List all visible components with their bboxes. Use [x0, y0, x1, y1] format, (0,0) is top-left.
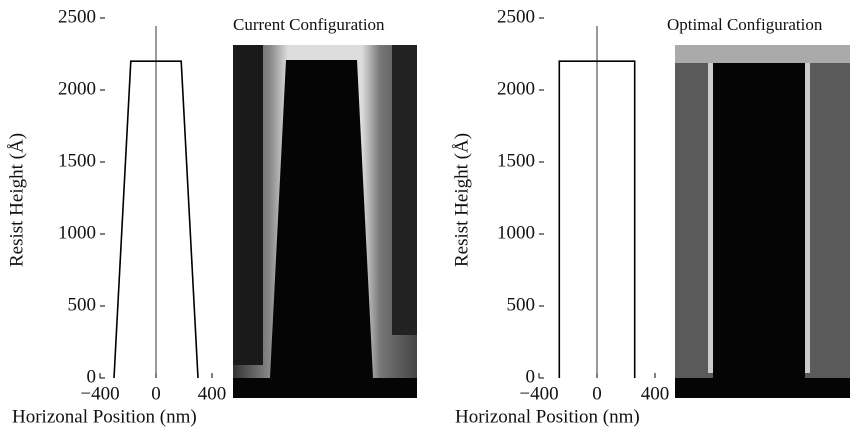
- y-tick-label: 2500: [58, 6, 96, 27]
- y-tick-label: 0: [87, 366, 97, 387]
- y-tick-label: 1500: [58, 150, 96, 171]
- x-tick-label: −400: [80, 383, 119, 404]
- y-axis-label: Resist Height (Å): [451, 133, 472, 267]
- sem-image-optimal: [675, 45, 850, 398]
- profile-line: [558, 60, 636, 378]
- y-tick-label: 2500: [497, 6, 535, 27]
- y-tick-label: 500: [68, 294, 97, 315]
- x-tick-label: 0: [151, 383, 161, 404]
- x-tick-label: 400: [641, 383, 670, 404]
- sem-image-current: [233, 45, 417, 398]
- y-tick-label: 2000: [497, 78, 535, 99]
- x-tick-label: 0: [592, 383, 602, 404]
- y-tick-label: 500: [507, 294, 536, 315]
- y-tick-label: 1000: [58, 222, 96, 243]
- profile-line: [113, 60, 199, 379]
- x-axis-label: Horizonal Position (nm): [12, 406, 197, 427]
- x-tick-label: 400: [198, 383, 227, 404]
- y-axis-label: Resist Height (Å): [6, 133, 27, 267]
- y-tick-label: 2000: [58, 78, 96, 99]
- y-tick-label: 0: [526, 366, 536, 387]
- x-axis-label: Horizonal Position (nm): [455, 406, 640, 427]
- title: Current Configuration: [233, 15, 385, 34]
- y-tick-label: 1000: [497, 222, 535, 243]
- y-tick-label: 1500: [497, 150, 535, 171]
- title: Optimal Configuration: [667, 15, 823, 34]
- x-tick-label: −400: [519, 383, 558, 404]
